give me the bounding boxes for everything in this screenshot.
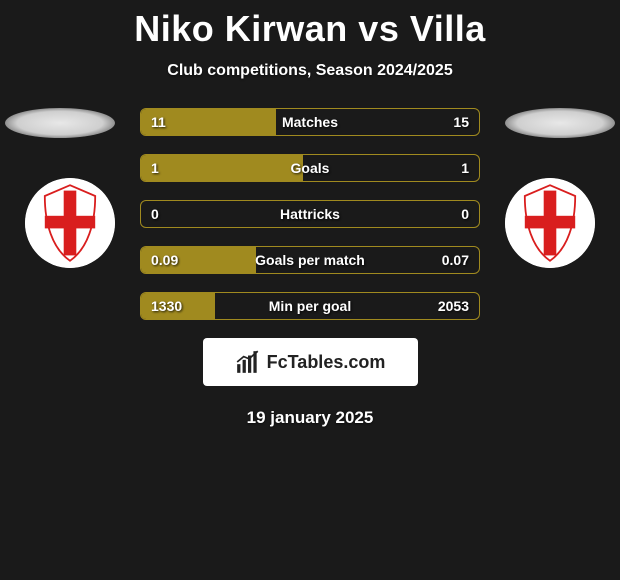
club-badge-right [505,178,595,268]
stat-value-left: 0.09 [151,247,178,273]
stat-row: 0.09 Goals per match 0.07 [140,246,480,274]
title-player1: Niko Kirwan [134,8,348,49]
stat-bars: 11 Matches 15 1 Goals 1 0 Hattricks 0 0.09 Goals p… [140,108,480,320]
shadow-right [505,108,615,138]
stat-label: Matches [282,109,338,135]
stat-value-left: 0 [151,201,159,227]
stat-value-left: 1 [151,155,159,181]
stat-row: 1 Goals 1 [140,154,480,182]
stat-row: 0 Hattricks 0 [140,200,480,228]
stat-label: Min per goal [269,293,351,319]
source-logo: FcTables.com [203,338,418,386]
page-title: Niko Kirwan vs Villa [0,0,620,50]
stat-label: Goals per match [255,247,365,273]
chart-icon [235,349,261,375]
shield-icon [25,178,115,268]
stat-value-right: 0 [461,201,469,227]
stat-label: Goals [291,155,330,181]
title-player2: Villa [410,8,486,49]
stat-value-right: 0.07 [442,247,469,273]
stat-value-left: 1330 [151,293,182,319]
subtitle: Club competitions, Season 2024/2025 [0,62,620,80]
stat-value-left: 11 [151,109,166,135]
stat-row: 1330 Min per goal 2053 [140,292,480,320]
snapshot-date: 19 january 2025 [0,408,620,428]
bar-fill-left [141,155,303,181]
stat-value-right: 2053 [438,293,469,319]
source-logo-text: FcTables.com [267,352,386,373]
shadow-left [5,108,115,138]
title-vs: vs [358,8,399,49]
stat-value-right: 15 [453,109,469,135]
stat-row: 11 Matches 15 [140,108,480,136]
shield-icon [505,178,595,268]
stat-value-right: 1 [461,155,469,181]
stat-label: Hattricks [280,201,340,227]
comparison-content: 11 Matches 15 1 Goals 1 0 Hattricks 0 0.09 Goals p… [0,108,620,428]
club-badge-left [25,178,115,268]
